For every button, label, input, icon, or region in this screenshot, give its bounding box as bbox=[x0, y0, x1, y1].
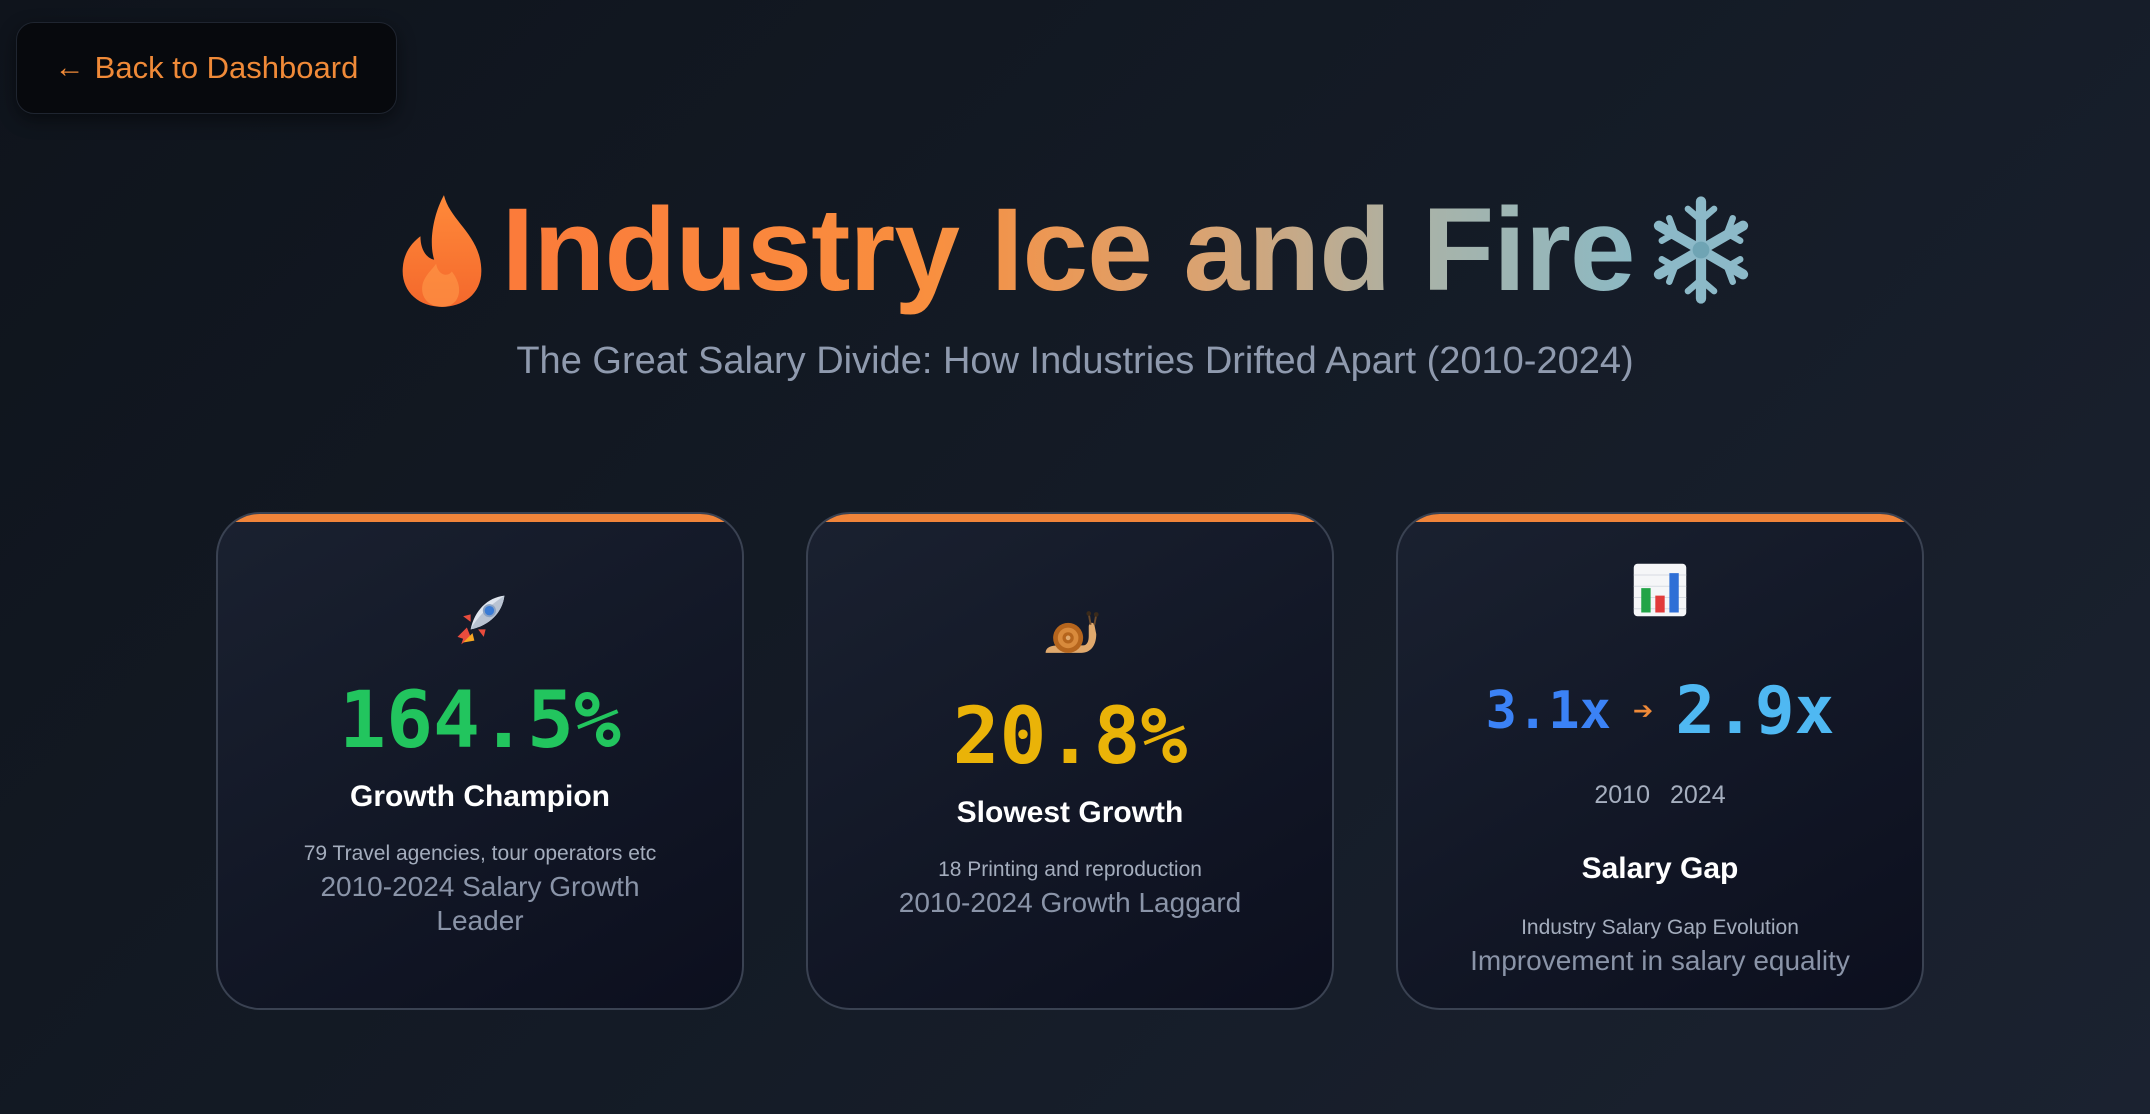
rocket-icon bbox=[457, 595, 505, 645]
page-title: Industry Ice and Fire bbox=[495, 180, 1640, 320]
fire-icon bbox=[403, 195, 482, 307]
year-end: 2024 bbox=[1670, 781, 1726, 809]
salary-gap-ratio: 3.1x ➔ 2.9x bbox=[1486, 672, 1835, 749]
arrow-right-icon: ➔ bbox=[1632, 690, 1654, 731]
gap-ratio-2010: 3.1x bbox=[1485, 680, 1611, 741]
back-to-dashboard-button[interactable]: ← Back to Dashboard bbox=[16, 22, 397, 114]
slowest-growth-title: Slowest Growth bbox=[956, 796, 1184, 829]
slowest-growth-card: 20.8% Slowest Growth 18 Printing and rep… bbox=[806, 512, 1334, 1010]
growth-champion-industry: 79 Travel agencies, tour operators etc bbox=[303, 842, 657, 865]
snail-icon bbox=[1045, 611, 1099, 653]
growth-champion-card: 164.5% Growth Champion 79 Travel agencie… bbox=[216, 512, 744, 1010]
salary-gap-card: 3.1x ➔ 2.9x 2010 2024 Salary Gap Industr… bbox=[1396, 512, 1924, 1010]
bar-chart-icon bbox=[1633, 563, 1687, 617]
slowest-growth-industry: 18 Printing and reproduction bbox=[938, 858, 1202, 881]
back-button-label: Back to Dashboard bbox=[94, 50, 359, 85]
arrow-left-icon: ← bbox=[54, 51, 85, 84]
year-start: 2010 bbox=[1594, 781, 1650, 809]
gap-ratio-2024: 2.9x bbox=[1675, 672, 1835, 749]
slowest-growth-value: 20.8% bbox=[952, 692, 1188, 782]
growth-champion-title: Growth Champion bbox=[350, 780, 610, 813]
growth-champion-caption: 2010-2024 Salary Growth Leader bbox=[320, 871, 640, 936]
growth-value: 164.5% bbox=[339, 676, 621, 766]
gap-years: 2010 2024 bbox=[1594, 781, 1725, 810]
slowest-growth-caption: 2010-2024 Growth Laggard bbox=[898, 887, 1242, 918]
salary-gap-detail: Industry Salary Gap Evolution bbox=[1521, 916, 1799, 939]
salary-gap-title: Salary Gap bbox=[1581, 852, 1739, 885]
hero-header: Industry Ice and Fire bbox=[0, 180, 2150, 320]
snowflake-icon bbox=[1653, 196, 1748, 304]
salary-gap-caption: Improvement in salary equality bbox=[1470, 945, 1850, 976]
page-subtitle: The Great Salary Divide: How Industries … bbox=[516, 340, 1634, 382]
